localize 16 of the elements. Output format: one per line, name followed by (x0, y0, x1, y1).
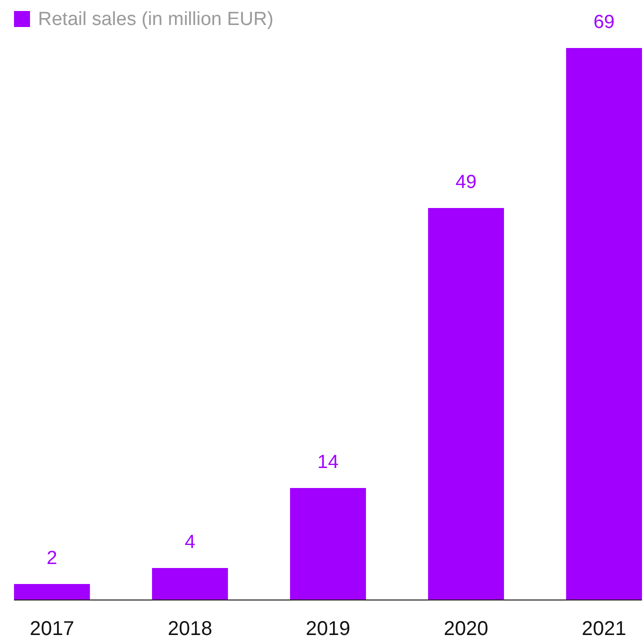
bar (428, 208, 504, 600)
x-tick-label: 2019 (306, 618, 350, 640)
bar (566, 48, 642, 600)
data-label: 49 (455, 172, 477, 193)
bar (14, 584, 90, 600)
x-tick-label: 2021 (582, 618, 626, 640)
data-label: 69 (593, 12, 615, 33)
x-tick-label: 2020 (444, 618, 488, 640)
bar (290, 488, 366, 600)
data-label: 14 (317, 452, 339, 473)
data-label: 4 (184, 532, 196, 553)
x-tick-label: 2017 (30, 618, 74, 640)
x-tick-label: 2018 (168, 618, 212, 640)
legend-label: Retail sales (in million EUR) (38, 9, 274, 30)
data-label: 2 (46, 548, 58, 569)
bar (152, 568, 228, 600)
